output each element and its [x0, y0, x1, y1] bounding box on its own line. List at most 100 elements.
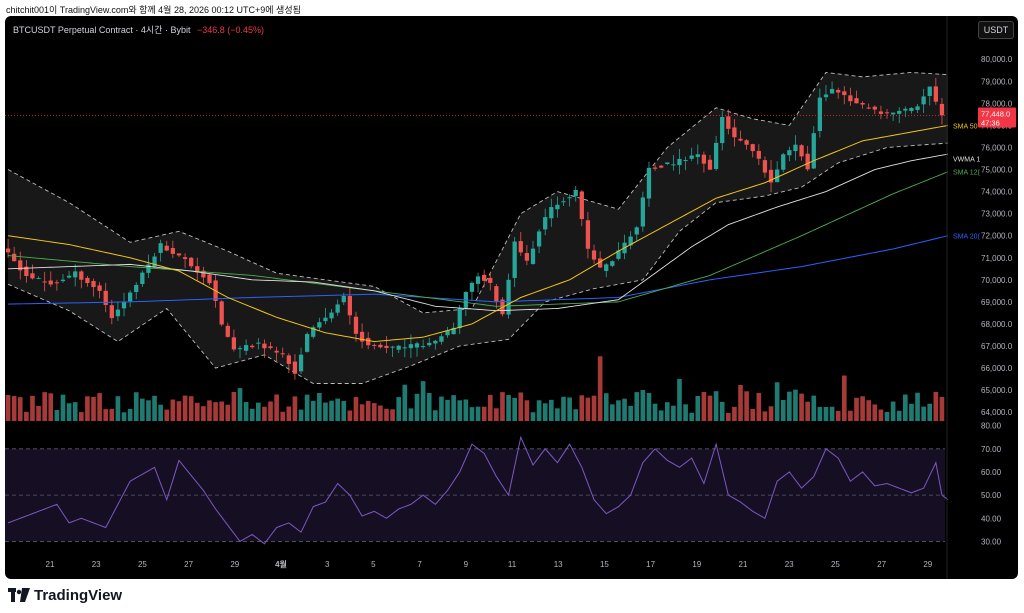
candle-body	[189, 257, 194, 267]
rsi-tick-label: 30.00	[981, 537, 1002, 546]
candle-body	[402, 347, 407, 349]
candle-body	[799, 145, 804, 157]
volume-bar	[310, 400, 316, 421]
candle-body	[335, 304, 340, 313]
candle-body	[366, 337, 371, 346]
currency-button[interactable]: USDT	[978, 21, 1014, 39]
volume-bar	[408, 408, 414, 421]
countdown-label: 47:36	[981, 119, 1000, 128]
volume-bar	[542, 403, 548, 421]
candle-body	[720, 116, 725, 144]
volume-bar	[646, 392, 652, 421]
candle-body	[109, 305, 114, 319]
volume-bar	[359, 404, 365, 421]
volume-bar	[585, 397, 591, 421]
volume-bar	[103, 409, 109, 421]
candle-body	[158, 243, 163, 253]
candle-body	[634, 227, 639, 235]
price-tick-label: 71,000.0	[981, 254, 1013, 263]
volume-bar	[909, 403, 914, 421]
volume-bar	[671, 405, 676, 421]
candle-body	[195, 266, 200, 273]
volume-bar	[85, 396, 90, 421]
candle-body	[311, 327, 316, 337]
volume-bar	[579, 395, 585, 421]
candle-body	[775, 169, 780, 183]
volume-bar	[347, 410, 353, 421]
candle-body	[420, 346, 426, 348]
date-tick-label: 13	[554, 560, 563, 569]
volume-bar	[652, 403, 658, 421]
volume-bar	[506, 395, 511, 421]
volume-bar	[921, 406, 926, 421]
sma200-tag: SMA 20(	[953, 234, 981, 241]
volume-bar	[439, 396, 444, 421]
volume-bar	[689, 412, 695, 421]
candle-body	[555, 204, 560, 210]
candle-body	[18, 260, 23, 271]
volume-bar	[823, 407, 829, 421]
volume-bar	[164, 409, 170, 421]
volume-bar	[744, 391, 749, 421]
candle-body	[616, 250, 621, 259]
volume-bar	[713, 391, 719, 421]
candle-body	[372, 344, 377, 346]
candle-body	[597, 258, 603, 268]
volume-bar	[610, 404, 615, 421]
volume-bar	[219, 401, 225, 421]
volume-bar	[176, 401, 182, 421]
rsi-tick-label: 70.00	[981, 445, 1002, 454]
rsi-tick-label: 50.00	[981, 491, 1002, 500]
candle-body	[817, 97, 823, 132]
volume-bar	[140, 398, 145, 421]
candle-body	[433, 340, 438, 344]
volume-bar	[225, 404, 231, 421]
candle-body	[677, 158, 682, 166]
volume-bar	[793, 389, 798, 421]
candle-body	[781, 154, 786, 170]
volume-bar	[866, 400, 872, 421]
volume-bar	[591, 395, 597, 421]
candle-body	[170, 248, 175, 254]
volume-bar	[286, 406, 292, 421]
candle-body	[359, 331, 365, 342]
volume-bar	[72, 402, 78, 421]
chart-frame: 80,000.079,000.078,000.077,000.076,000.0…	[5, 16, 1018, 579]
candle-body	[732, 127, 737, 138]
rsi-tick-label: 40.00	[981, 514, 1002, 523]
candle-body	[768, 169, 774, 183]
price-chart[interactable]: 80,000.079,000.078,000.077,000.076,000.0…	[5, 16, 1018, 579]
price-tick-label: 75,000.0	[981, 166, 1013, 175]
tradingview-logo-icon	[8, 588, 30, 602]
candle-body	[787, 150, 792, 156]
candle-body	[115, 309, 121, 317]
candle-body	[646, 167, 652, 199]
candle-body	[836, 90, 841, 93]
volume-bar	[133, 392, 139, 421]
candle-body	[536, 231, 542, 247]
volume-bar	[30, 395, 35, 421]
candle-body	[323, 317, 328, 322]
volume-bar	[939, 396, 945, 421]
candle-body	[848, 95, 853, 102]
candle-body	[445, 330, 450, 336]
volume-bar	[78, 412, 84, 421]
candle-body	[182, 257, 188, 259]
volume-bar	[390, 409, 395, 421]
candle-body	[567, 197, 572, 199]
chart-caption: chitchit001이 TradingView.com와 함께 4월 28, …	[6, 5, 301, 15]
candle-body	[268, 346, 273, 349]
candle-body	[561, 201, 566, 203]
volume-bar	[445, 399, 450, 421]
candle-body	[439, 336, 444, 342]
candle-body	[878, 111, 884, 114]
candle-body	[482, 274, 487, 281]
volume-bar	[524, 400, 530, 421]
volume-bar	[683, 404, 688, 421]
candle-body	[201, 270, 206, 278]
price-tick-label: 64,000.0	[981, 408, 1013, 417]
chart-legend: BTCUSDT Perpetual Contract · 4시간 · Bybit…	[13, 23, 264, 36]
volume-bar	[121, 412, 127, 421]
volume-bar	[597, 356, 603, 421]
candle-body	[24, 266, 29, 276]
